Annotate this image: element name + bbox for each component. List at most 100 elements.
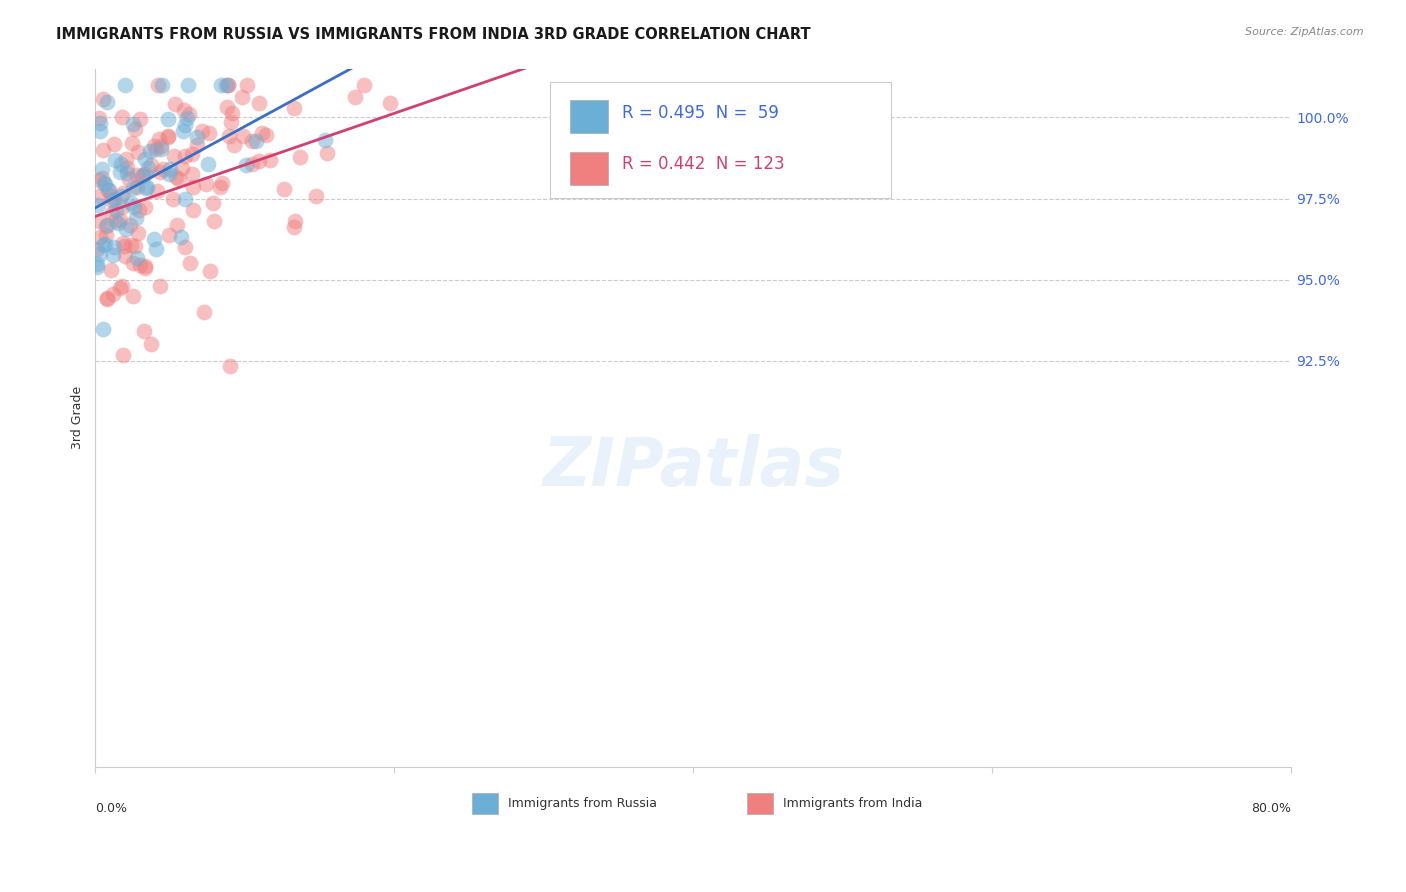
Point [89,247,111,261]
Point [139,337,162,351]
Point [96,292,118,306]
Bar [571,100,609,134]
Point [89,116,111,130]
Point [173,103,195,117]
Point [112,235,135,250]
Point [129,112,152,127]
Point [139,158,162,172]
Point [157,167,180,181]
Point [96,292,118,306]
Point [166,218,188,232]
Point [118,171,141,186]
Point [114,249,136,263]
Point [200,264,222,278]
Text: 80.0%: 80.0% [1251,802,1291,815]
Point [117,161,139,175]
Point [232,129,254,144]
Point [186,130,208,145]
Point [231,90,253,104]
Bar [571,152,609,186]
Point [172,161,194,175]
Point [97,183,120,197]
Point [124,121,146,136]
Point [202,214,225,228]
Point [122,200,145,214]
Point [131,169,153,183]
Text: IMMIGRANTS FROM RUSSIA VS IMMIGRANTS FROM INDIA 3RD GRADE CORRELATION CHART: IMMIGRANTS FROM RUSSIA VS IMMIGRANTS FRO… [56,27,811,42]
Text: R = 0.442  N = 123: R = 0.442 N = 123 [621,155,785,173]
Point [343,90,366,104]
Point [181,202,204,217]
Point [86,257,108,271]
Point [97,183,120,197]
Point [94,177,117,191]
Point [128,203,150,218]
Point [134,200,156,214]
Point [134,152,156,166]
Point [222,138,245,153]
Point [217,78,239,92]
Point [87,198,110,212]
Point [132,324,155,338]
Point [86,242,108,256]
Point [108,165,131,179]
Point [181,167,204,181]
Point [172,123,194,137]
Point [150,78,173,92]
Point [100,189,122,203]
Point [120,238,142,252]
Point [219,359,242,373]
Y-axis label: 3rd Grade: 3rd Grade [72,386,84,450]
Point [173,240,195,254]
Point [91,143,114,157]
Point [176,111,198,125]
Point [186,137,208,152]
Point [132,168,155,182]
Point [221,106,243,120]
Point [124,239,146,253]
Point [146,184,169,198]
Point [219,115,242,129]
Point [145,143,167,157]
Point [135,179,157,194]
Point [177,107,200,121]
Point [152,162,174,177]
Point [108,281,131,295]
Point [235,158,257,172]
Point [129,258,152,272]
Point [134,167,156,181]
Point [125,252,148,266]
Point [209,180,232,194]
Point [380,95,402,110]
Point [180,146,202,161]
Point [108,213,131,227]
Point [163,149,186,163]
Point [115,153,138,167]
Point [100,205,122,219]
Point [218,129,240,144]
Point [149,142,172,156]
Point [104,202,127,217]
Text: Source: ZipAtlas.com: Source: ZipAtlas.com [1246,27,1364,37]
Point [191,124,214,138]
Point [179,256,201,270]
Point [107,216,129,230]
Point [165,169,187,184]
Point [86,260,108,275]
Point [202,195,225,210]
Point [112,186,135,200]
Point [240,156,263,170]
Point [259,153,281,168]
Point [211,176,233,190]
Point [112,239,135,253]
Point [115,166,138,180]
Point [217,100,239,114]
Point [91,321,114,335]
Point [127,145,149,160]
Point [87,189,110,203]
Point [87,213,110,227]
Point [240,134,263,148]
Point [181,180,204,194]
Point [103,240,125,254]
Point [96,228,118,243]
